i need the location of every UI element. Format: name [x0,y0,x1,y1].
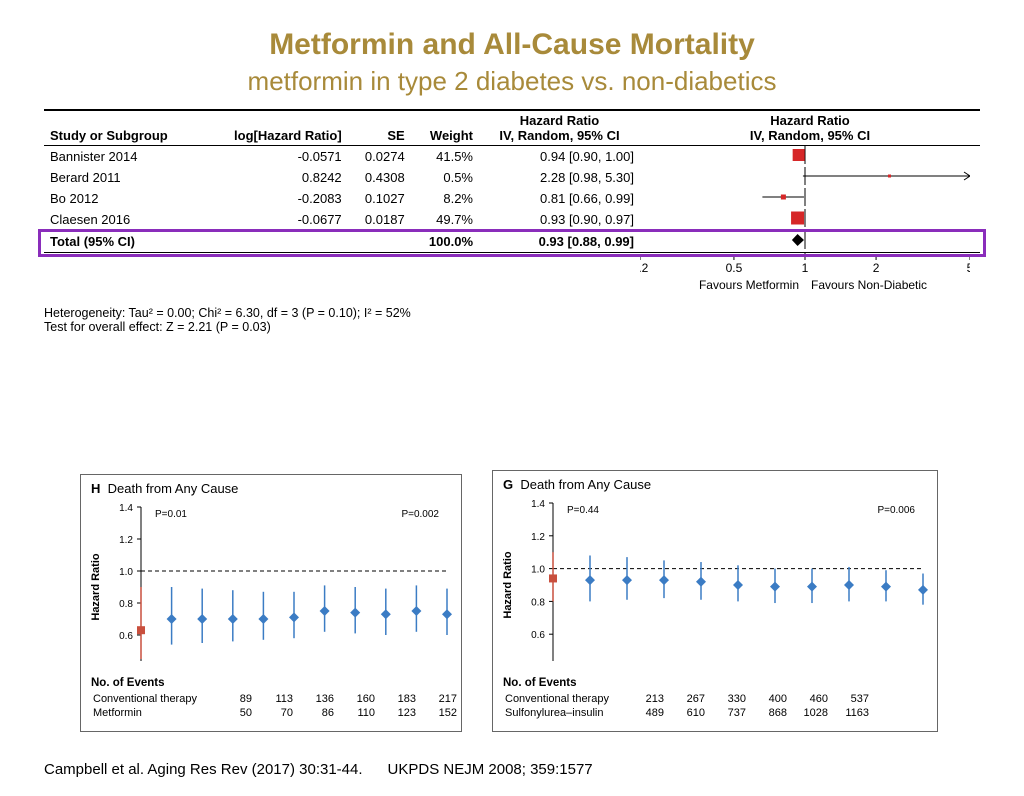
svg-text:1.4: 1.4 [119,503,133,514]
heterogeneity-text: Heterogeneity: Tau² = 0.00; Chi² = 6.30,… [44,306,1024,320]
svg-text:1.4: 1.4 [531,499,545,510]
page-title: Metformin and All-Cause Mortality [0,28,1024,62]
panel-h: H Death from Any Cause0.40.60.81.01.21.4… [80,474,462,732]
forest-table: Study or Subgrouplog[Hazard Ratio]SEWeig… [44,109,980,300]
overall-effect-text: Test for overall effect: Z = 2.21 (P = 0… [44,320,1024,334]
forest-plot-region: Study or Subgrouplog[Hazard Ratio]SEWeig… [44,109,980,300]
svg-text:1: 1 [802,261,809,275]
svg-text:1.2: 1.2 [531,532,545,543]
svg-text:0.2: 0.2 [640,261,649,275]
panel-g: G Death from Any Cause0.40.60.81.01.21.4… [492,470,938,732]
svg-text:0.6: 0.6 [119,631,133,642]
citations: Campbell et al. Aging Res Rev (2017) 30:… [44,761,593,778]
svg-text:0.6: 0.6 [531,630,545,641]
svg-text:2: 2 [873,261,880,275]
svg-text:1.0: 1.0 [119,567,133,578]
citation-1: Campbell et al. Aging Res Rev (2017) 30:… [44,761,363,778]
svg-text:1.0: 1.0 [531,565,545,576]
svg-text:P=0.44: P=0.44 [567,505,599,516]
svg-text:0.8: 0.8 [119,599,133,610]
svg-text:0.5: 0.5 [726,261,743,275]
svg-text:5: 5 [967,261,970,275]
svg-text:Favours Metformin: Favours Metformin [699,278,799,292]
svg-text:1.2: 1.2 [119,535,133,546]
svg-text:P=0.01: P=0.01 [155,509,187,520]
svg-text:Hazard Ratio: Hazard Ratio [90,553,102,621]
page-subtitle: metformin in type 2 diabetes vs. non-dia… [0,66,1024,97]
svg-text:Favours Non-Diabetic: Favours Non-Diabetic [811,278,927,292]
svg-text:0.8: 0.8 [531,597,545,608]
svg-text:Hazard Ratio: Hazard Ratio [502,551,514,619]
svg-text:P=0.002: P=0.002 [401,509,439,520]
svg-text:P=0.006: P=0.006 [877,505,915,516]
citation-2: UKPDS NEJM 2008; 359:1577 [388,761,593,778]
